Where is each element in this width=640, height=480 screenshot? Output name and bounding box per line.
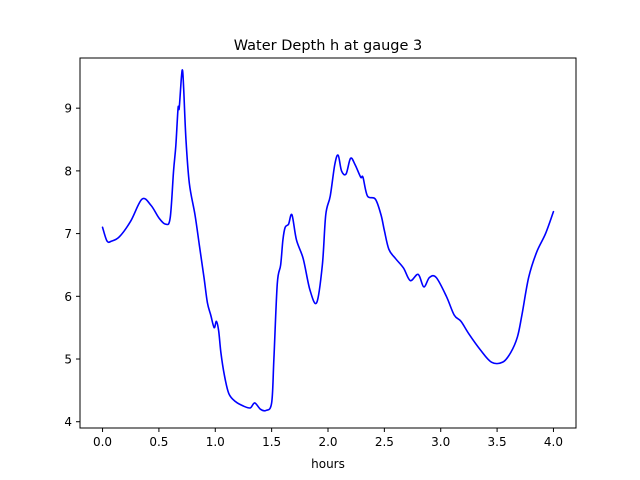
x-tick-label: 3.5 (488, 435, 507, 449)
y-tick-label: 8 (64, 164, 72, 178)
x-tick-label: 4.0 (544, 435, 563, 449)
y-tick-label: 7 (64, 227, 72, 241)
x-axis-label: hours (311, 457, 345, 471)
y-tick-label: 4 (64, 415, 72, 429)
x-tick-label: 1.5 (262, 435, 281, 449)
chart-title: Water Depth h at gauge 3 (234, 38, 422, 54)
x-tick-label: 0.5 (149, 435, 168, 449)
x-tick-label: 0.0 (93, 435, 112, 449)
y-tick-label: 5 (64, 353, 72, 367)
x-tick-label: 3.0 (431, 435, 450, 449)
x-tick-label: 1.0 (206, 435, 225, 449)
y-tick-label: 6 (64, 290, 72, 304)
y-tick-label: 9 (64, 102, 72, 116)
x-tick-label: 2.0 (318, 435, 337, 449)
x-tick-label: 2.5 (375, 435, 394, 449)
